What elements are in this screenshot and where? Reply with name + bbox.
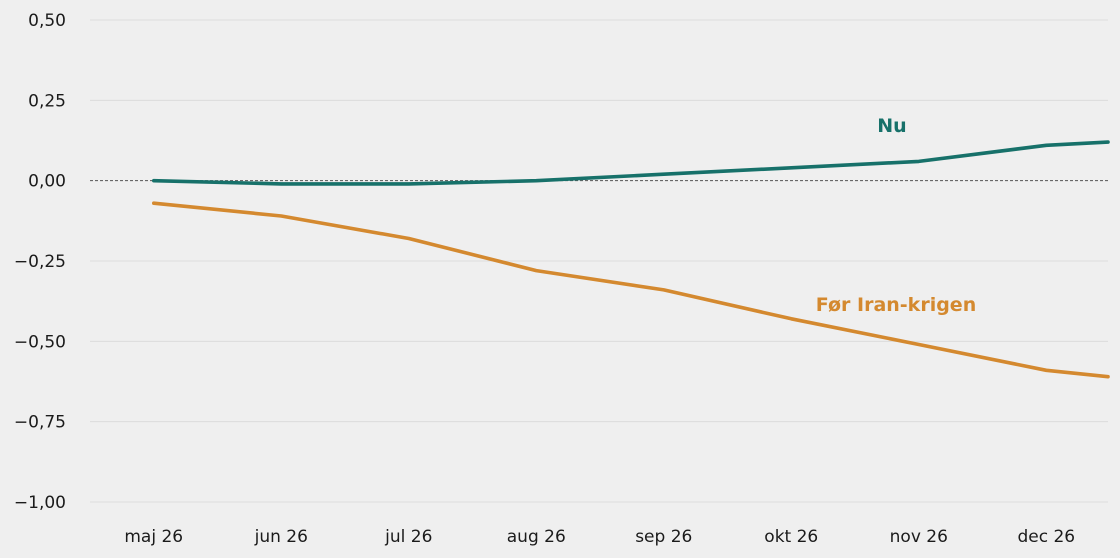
y-tick-label: 0,00 bbox=[28, 172, 66, 192]
x-tick-label: aug 26 bbox=[507, 527, 566, 547]
x-tick-label: okt 26 bbox=[764, 527, 818, 547]
y-tick-label: 0,50 bbox=[28, 11, 66, 31]
x-tick-label: dec 26 bbox=[1017, 527, 1075, 547]
y-tick-label: −0,75 bbox=[14, 413, 66, 433]
grid-lines bbox=[90, 19, 1108, 503]
series-labels: Nu Før Iran-krigen bbox=[816, 115, 976, 316]
x-tick-label: maj 26 bbox=[124, 527, 183, 547]
series-line-1 bbox=[152, 140, 1110, 186]
y-tick-label: −0,25 bbox=[14, 252, 66, 272]
y-tick-label: 0,25 bbox=[28, 91, 66, 111]
y-tick-label: −1,00 bbox=[14, 493, 66, 513]
x-axis-tick-labels: maj 26 jun 26 jul 26 aug 26 sep 26 okt 26 nov … bbox=[124, 527, 1075, 547]
x-tick-label: sep 26 bbox=[635, 527, 692, 547]
series-line-2 bbox=[152, 201, 1110, 379]
series-label-2: Før Iran-krigen bbox=[816, 294, 976, 316]
x-tick-label: jun 26 bbox=[254, 527, 308, 547]
y-axis-tick-labels: 0,50 0,25 0,00 −0,25 −0,50 −0,75 −1,00 bbox=[14, 11, 66, 513]
x-tick-label: nov 26 bbox=[890, 527, 948, 547]
y-tick-label: −0,50 bbox=[14, 332, 66, 352]
x-tick-label: jul 26 bbox=[384, 527, 432, 547]
series-lines bbox=[152, 140, 1110, 379]
series-label-1: Nu bbox=[877, 115, 906, 137]
